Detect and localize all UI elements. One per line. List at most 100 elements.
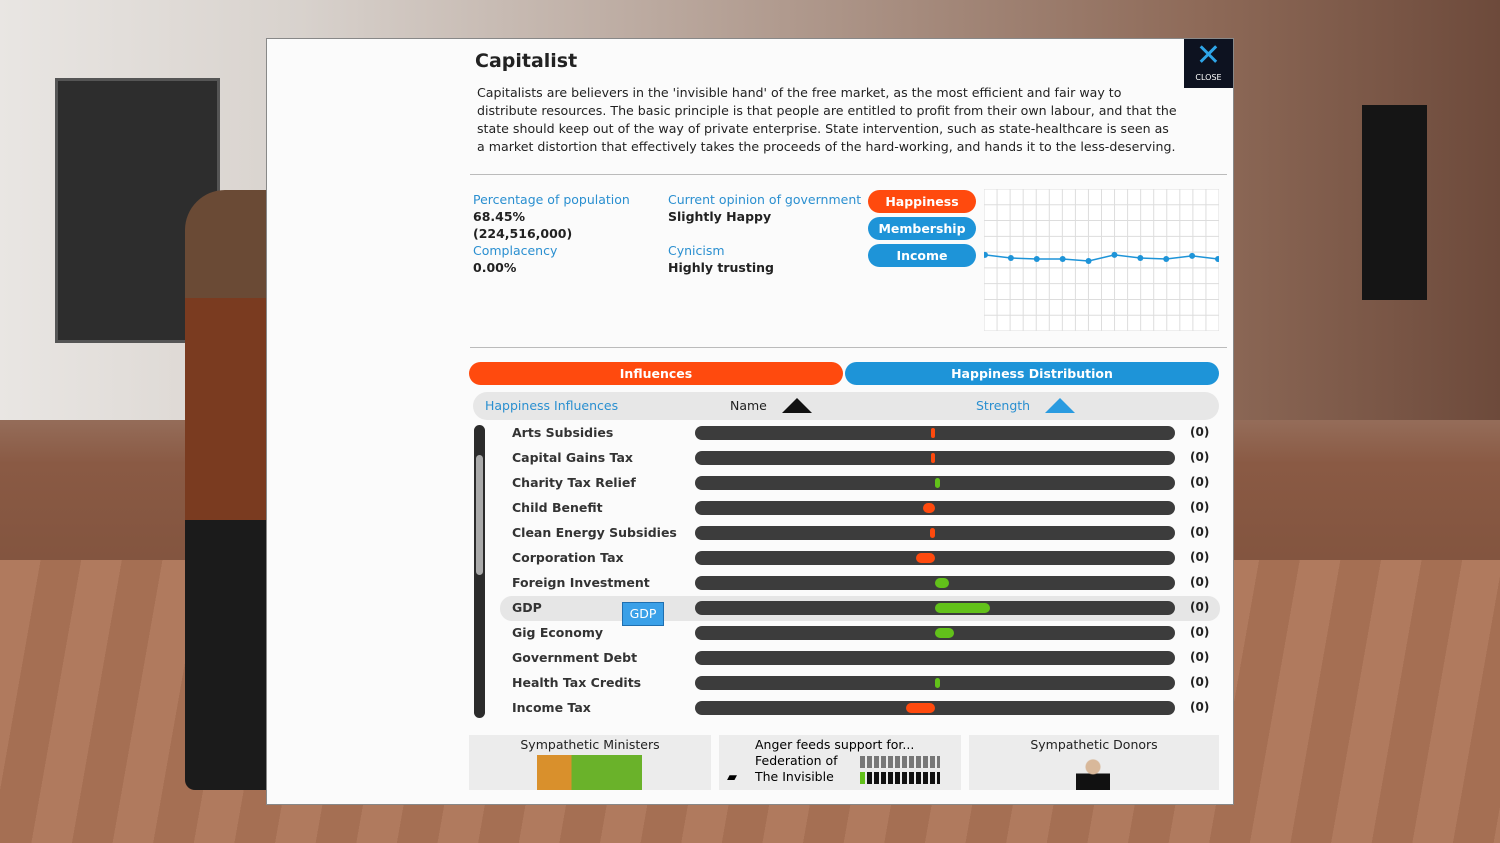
sort-name-button[interactable]: Name — [730, 398, 767, 413]
background-board-right — [1362, 105, 1427, 300]
tooltip: GDP — [622, 602, 664, 626]
table-row[interactable]: Child Benefit (0) — [500, 496, 1220, 521]
strength-bar — [695, 701, 1175, 715]
influence-name: Government Debt — [512, 650, 638, 665]
data-point — [1085, 257, 1092, 264]
table-row[interactable]: Clean Energy Subsidies (0) — [500, 521, 1220, 546]
series-line — [984, 254, 1219, 262]
scrollbar[interactable] — [474, 425, 485, 718]
data-point — [984, 251, 988, 258]
opinion-label: Current opinion of government — [668, 192, 862, 207]
data-point — [1007, 255, 1014, 262]
table-row[interactable]: Charity Tax Relief (0) — [500, 471, 1220, 496]
table-row[interactable]: Capital Gains Tax (0) — [500, 446, 1220, 471]
cynicism-value: Highly trusting — [668, 260, 774, 275]
strength-fill — [935, 628, 955, 638]
strength-bar — [695, 451, 1175, 465]
strength-fill — [935, 678, 940, 688]
opinion-value: Slightly Happy — [668, 209, 772, 224]
sort-strength-button[interactable]: Strength — [976, 398, 1031, 413]
influence-value: (0) — [1190, 600, 1210, 614]
influence-value: (0) — [1190, 500, 1210, 514]
influence-name: Income Tax — [512, 700, 591, 715]
table-row[interactable]: Foreign Investment (0) — [500, 571, 1220, 596]
table-header: Happiness Influences Name Strength — [473, 392, 1219, 420]
strength-bar — [695, 676, 1175, 690]
membership-mode-button[interactable]: Membership — [868, 217, 976, 240]
table-row[interactable]: GDP (0) — [500, 596, 1220, 621]
sympathetic-ministers-box: Sympathetic Ministers — [469, 735, 711, 790]
table-title: Happiness Influences — [485, 398, 619, 413]
anger-meter-1 — [860, 756, 940, 768]
influence-name: Arts Subsidies — [512, 425, 614, 440]
data-point — [1137, 255, 1144, 262]
strength-fill — [906, 703, 935, 713]
influence-value: (0) — [1190, 425, 1210, 439]
strength-bar — [695, 576, 1175, 590]
minister-portraits[interactable] — [537, 755, 642, 790]
divider — [470, 347, 1227, 348]
sort-up-icon[interactable] — [782, 398, 812, 413]
strength-fill — [935, 578, 950, 588]
table-row[interactable]: Corporation Tax (0) — [500, 546, 1220, 571]
influence-name: Capital Gains Tax — [512, 450, 633, 465]
influence-value: (0) — [1190, 525, 1210, 539]
influence-name: Corporation Tax — [512, 550, 624, 565]
influence-value: (0) — [1190, 475, 1210, 489]
anger-group-2[interactable]: The Invisible — [755, 769, 834, 784]
close-icon: ✕ — [1195, 38, 1222, 73]
strength-fill — [915, 553, 935, 563]
population-percent: 68.45% — [473, 209, 526, 224]
divider — [470, 174, 1227, 175]
data-point — [1059, 256, 1066, 263]
population-count: (224,516,000) — [473, 226, 573, 241]
table-row[interactable]: Income Tax (0) — [500, 696, 1220, 721]
data-point — [1215, 256, 1219, 263]
table-row[interactable]: Arts Subsidies (0) — [500, 421, 1220, 446]
influence-value: (0) — [1190, 675, 1210, 689]
close-button[interactable]: ✕ CLOSE — [1184, 39, 1233, 88]
influence-value: (0) — [1190, 700, 1210, 714]
complacency-value: 0.00% — [473, 260, 517, 275]
sort-up-icon[interactable] — [1045, 398, 1075, 413]
happiness-mode-button[interactable]: Happiness — [868, 190, 976, 213]
influence-value: (0) — [1190, 650, 1210, 664]
influence-name: GDP — [512, 600, 542, 615]
cynicism-label: Cynicism — [668, 243, 725, 258]
scrollbar-thumb[interactable] — [476, 455, 483, 575]
influence-value: (0) — [1190, 550, 1210, 564]
data-point — [1189, 252, 1196, 259]
income-mode-button[interactable]: Income — [868, 244, 976, 267]
strength-bar — [695, 551, 1175, 565]
influence-value: (0) — [1190, 625, 1210, 639]
strength-fill — [923, 503, 935, 513]
influence-name: Clean Energy Subsidies — [512, 525, 677, 540]
strength-bar — [695, 426, 1175, 440]
influence-value: (0) — [1190, 450, 1210, 464]
sympathetic-donors-box: Sympathetic Donors — [969, 735, 1219, 790]
table-row[interactable]: Health Tax Credits (0) — [500, 671, 1220, 696]
anger-box: Anger feeds support for... Federation of… — [719, 735, 961, 790]
influence-name: Gig Economy — [512, 625, 604, 640]
donor-portrait[interactable] — [1076, 757, 1110, 790]
anger-group-1[interactable]: Federation of — [755, 753, 838, 768]
tab-happiness-distribution[interactable]: Happiness Distribution — [845, 362, 1219, 385]
strength-bar — [695, 476, 1175, 490]
strength-fill — [931, 453, 935, 463]
table-row[interactable]: Government Debt (0) — [500, 646, 1220, 671]
gun-icon: ▰ — [727, 770, 737, 785]
history-chart — [984, 189, 1219, 331]
group-title: Capitalist — [475, 50, 578, 72]
complacency-label: Complacency — [473, 243, 558, 258]
data-point — [1111, 251, 1118, 258]
strength-bar — [695, 501, 1175, 515]
table-row[interactable]: Gig Economy (0) — [500, 621, 1220, 646]
strength-fill — [931, 428, 935, 438]
influence-name: Health Tax Credits — [512, 675, 642, 690]
strength-fill — [935, 603, 991, 613]
strength-bar — [695, 526, 1175, 540]
data-point — [1163, 256, 1170, 263]
tab-influences[interactable]: Influences — [469, 362, 843, 385]
strength-bar — [695, 601, 1175, 615]
data-point — [1033, 256, 1040, 263]
